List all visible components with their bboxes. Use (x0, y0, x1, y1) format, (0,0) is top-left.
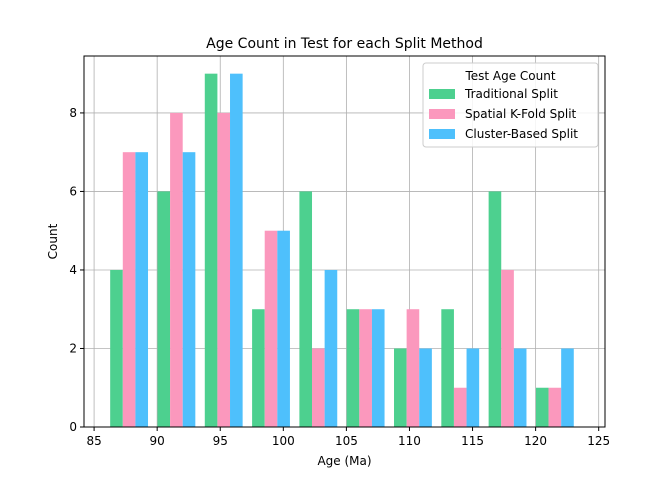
legend-box (422, 62, 599, 148)
bar-traditional-split-bin-6 (346, 309, 360, 427)
bar-cluster-based-split-bin-5 (324, 269, 338, 427)
bar-spatial-k-fold-split-bin-8 (453, 387, 467, 427)
legend-entry: Traditional Split (464, 87, 558, 101)
legend-swatch (429, 129, 455, 139)
chart-title: Age Count in Test for each Split Method (206, 36, 483, 52)
x-tick-label: 120 (524, 434, 547, 448)
x-tick-label: 90 (150, 434, 165, 448)
bar-cluster-based-split-bin-8 (466, 348, 480, 427)
y-tick-label: 0 (69, 420, 77, 434)
bar-traditional-split-bin-4 (252, 309, 265, 427)
bar-cluster-based-split-bin-2 (182, 152, 196, 427)
y-tick-label: 2 (69, 341, 77, 355)
x-tick-label: 85 (86, 434, 101, 448)
x-tick-label: 115 (461, 434, 484, 448)
y-axis-label: Count (46, 223, 60, 259)
bar-cluster-based-split-bin-9 (513, 348, 527, 427)
bar-spatial-k-fold-split-bin-6 (359, 309, 372, 427)
bar-cluster-based-split-bin-7 (419, 348, 432, 427)
x-axis-label: Age (Ma) (317, 454, 371, 468)
x-tick-label: 110 (398, 434, 421, 448)
x-tick-label: 105 (335, 434, 358, 448)
bar-cluster-based-split-bin-6 (371, 309, 385, 427)
legend-swatch (429, 89, 455, 99)
bar-cluster-based-split-bin-4 (277, 230, 290, 427)
bar-cluster-based-split-bin-3 (230, 73, 243, 428)
y-tick-label: 4 (69, 263, 77, 277)
bar-spatial-k-fold-split-bin-3 (217, 112, 231, 427)
x-tick-label: 125 (587, 434, 610, 448)
y-tick-label: 8 (69, 106, 77, 120)
bar-spatial-k-fold-split-bin-10 (548, 387, 562, 427)
bar-spatial-k-fold-split-bin-7 (406, 309, 420, 427)
bar-traditional-split-bin-10 (535, 387, 549, 427)
y-tick-label: 6 (69, 184, 77, 198)
bar-cluster-based-split-bin-1 (135, 152, 149, 427)
bar-cluster-based-split-bin-10 (561, 348, 574, 427)
bar-traditional-split-bin-1 (110, 269, 123, 427)
legend-items: Traditional Split Spatial K-Fold Split Clu… (429, 87, 578, 141)
bar-traditional-split-bin-8 (441, 309, 454, 427)
plot-frame (83, 55, 606, 428)
bar-traditional-split-bin-5 (299, 191, 313, 427)
bar-traditional-split-bin-7 (394, 348, 407, 427)
bars (110, 73, 574, 428)
bar-traditional-split-bin-9 (488, 191, 502, 427)
bar-traditional-split-bin-3 (204, 73, 218, 428)
x-tick-label: 100 (272, 434, 295, 448)
bar-spatial-k-fold-split-bin-5 (312, 348, 325, 427)
bar-traditional-split-bin-2 (157, 191, 171, 427)
legend-title: Test Age Count (464, 69, 555, 83)
legend-swatch (429, 109, 455, 119)
legend: Test Age Count Traditional Split Spatial … (422, 62, 599, 148)
bar-spatial-k-fold-split-bin-9 (501, 269, 514, 427)
bar-spatial-k-fold-split-bin-2 (170, 112, 183, 427)
x-axis-ticks: 85 90 95 100 105 110 115 120 125 (86, 427, 610, 448)
y-axis-ticks: 0 2 4 6 8 (69, 106, 84, 434)
x-tick-label: 95 (213, 434, 228, 448)
bar-spatial-k-fold-split-bin-4 (264, 230, 278, 427)
legend-entry: Spatial K-Fold Split (465, 107, 577, 121)
bar-spatial-k-fold-split-bin-1 (122, 152, 136, 427)
legend-entry: Cluster-Based Split (465, 127, 578, 141)
